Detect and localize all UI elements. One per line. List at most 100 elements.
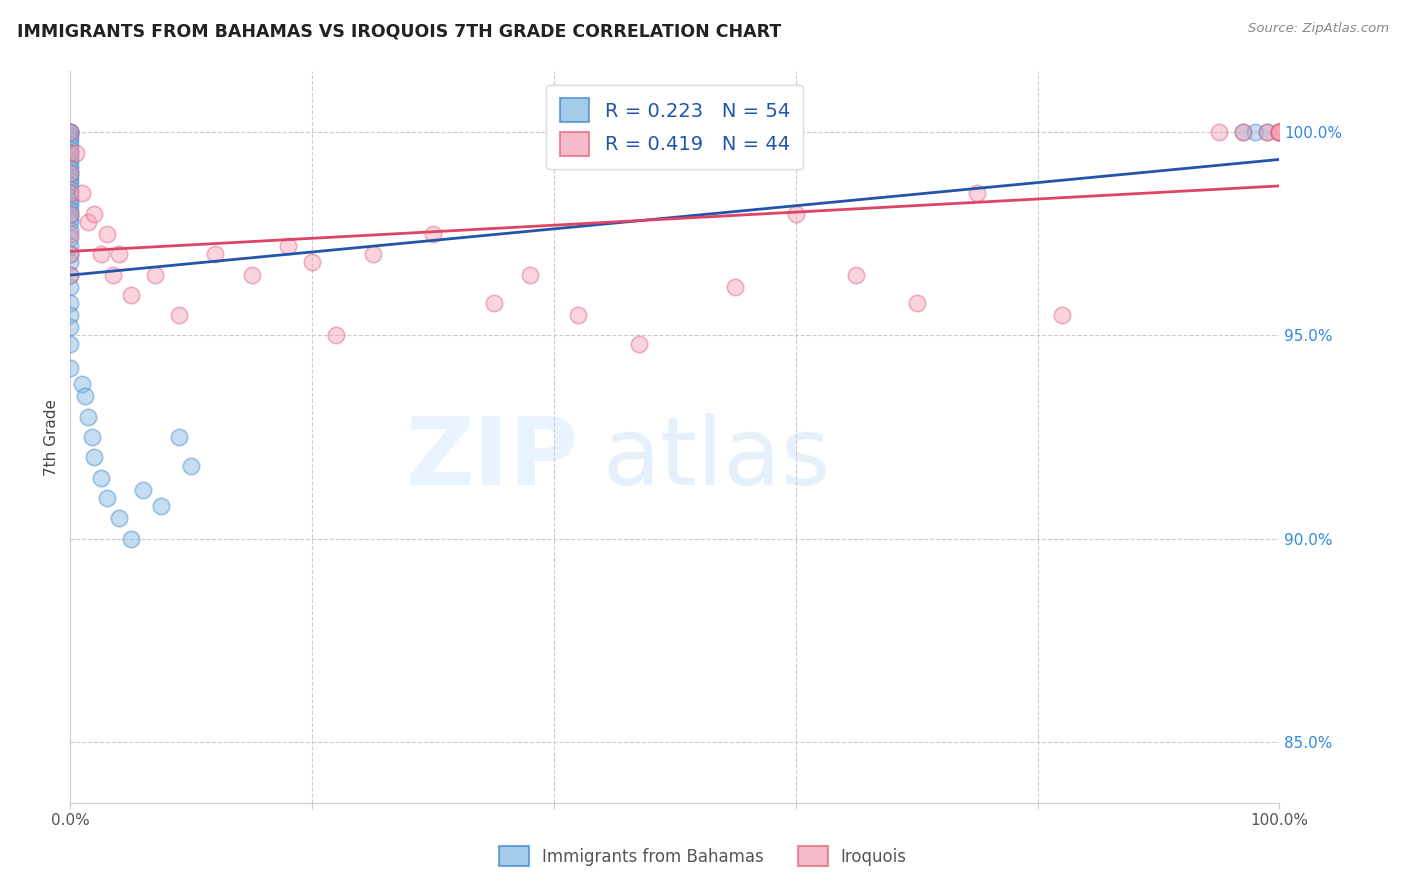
Point [905, 296, 928, 310]
Point [1050, 308, 1073, 322]
Point [59, 186, 82, 201]
Point [59, 161, 82, 176]
Point [1268, 125, 1291, 139]
Point [65, 145, 87, 160]
Point [59, 279, 82, 293]
Point [59, 137, 82, 152]
Point [724, 279, 747, 293]
Point [59, 125, 82, 139]
Point [107, 511, 129, 525]
Point [59, 211, 82, 225]
Point [59, 268, 82, 282]
Y-axis label: 7th Grade: 7th Grade [44, 399, 59, 475]
Point [59, 129, 82, 144]
Point [59, 145, 82, 160]
Point [482, 296, 505, 310]
Point [1268, 125, 1291, 139]
Point [90, 247, 111, 261]
Point [1232, 125, 1254, 139]
Point [59, 231, 82, 245]
Point [519, 268, 541, 282]
Point [77, 215, 100, 229]
Point [1256, 125, 1278, 139]
Point [240, 268, 263, 282]
Point [59, 320, 82, 334]
Point [59, 142, 82, 156]
Point [59, 150, 82, 164]
Point [59, 133, 82, 147]
Point [59, 268, 82, 282]
Point [180, 458, 202, 473]
Point [59, 206, 82, 220]
Point [627, 336, 650, 351]
Point [59, 166, 82, 180]
Point [107, 247, 129, 261]
Point [59, 336, 82, 351]
Point [422, 227, 444, 241]
Point [59, 153, 82, 168]
Point [59, 361, 82, 376]
Point [167, 308, 190, 322]
Point [96, 227, 118, 241]
Point [1244, 125, 1267, 139]
Point [83, 206, 105, 220]
Point [59, 169, 82, 184]
Point [59, 194, 82, 209]
Point [143, 268, 166, 282]
Point [83, 450, 105, 465]
Point [59, 247, 82, 261]
Legend: R = 0.223   N = 54, R = 0.419   N = 44: R = 0.223 N = 54, R = 0.419 N = 44 [547, 85, 803, 169]
Point [1268, 125, 1291, 139]
Point [59, 178, 82, 193]
Point [204, 247, 226, 261]
Point [277, 239, 299, 253]
Point [90, 471, 111, 485]
Point [167, 430, 190, 444]
Point [72, 186, 94, 201]
Point [1268, 125, 1291, 139]
Point [73, 389, 96, 403]
Point [72, 377, 94, 392]
Point [59, 255, 82, 269]
Text: ZIP: ZIP [405, 413, 578, 505]
Point [59, 308, 82, 322]
Point [59, 202, 82, 217]
Point [59, 223, 82, 237]
Point [59, 182, 82, 196]
Text: IMMIGRANTS FROM BAHAMAS VS IROQUOIS 7TH GRADE CORRELATION CHART: IMMIGRANTS FROM BAHAMAS VS IROQUOIS 7TH … [17, 22, 782, 40]
Point [120, 288, 142, 302]
Point [301, 255, 323, 269]
Point [325, 328, 347, 343]
Point [77, 409, 100, 424]
Point [966, 186, 988, 201]
Point [59, 247, 82, 261]
Point [59, 227, 82, 241]
Point [59, 206, 82, 220]
Point [80, 430, 103, 444]
Point [1256, 125, 1278, 139]
Point [59, 125, 82, 139]
Point [1268, 125, 1291, 139]
Point [132, 483, 155, 497]
Text: Source: ZipAtlas.com: Source: ZipAtlas.com [1249, 22, 1389, 36]
Point [59, 296, 82, 310]
Point [59, 239, 82, 253]
Point [785, 206, 807, 220]
Point [59, 190, 82, 204]
Point [1232, 125, 1254, 139]
Point [59, 158, 82, 172]
Point [1208, 125, 1230, 139]
Point [101, 268, 124, 282]
Point [567, 308, 589, 322]
Point [59, 145, 82, 160]
Point [845, 268, 868, 282]
Point [59, 125, 82, 139]
Point [150, 499, 173, 513]
Point [59, 215, 82, 229]
Point [120, 532, 142, 546]
Point [59, 174, 82, 188]
Point [96, 491, 118, 505]
Point [59, 186, 82, 201]
Legend: Immigrants from Bahamas, Iroquois: Immigrants from Bahamas, Iroquois [492, 839, 914, 873]
Point [361, 247, 384, 261]
